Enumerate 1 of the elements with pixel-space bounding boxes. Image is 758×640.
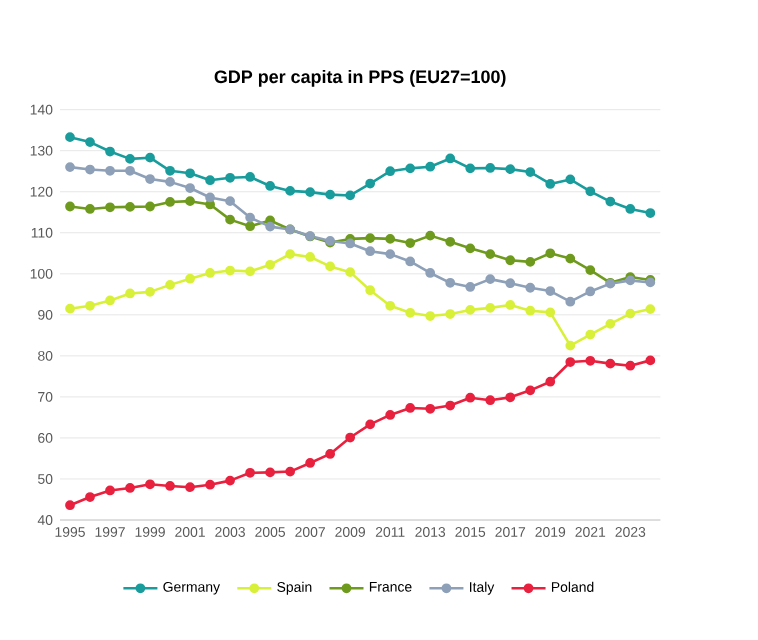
chart-title: GDP per capita in PPS (EU27=100) bbox=[214, 69, 506, 87]
